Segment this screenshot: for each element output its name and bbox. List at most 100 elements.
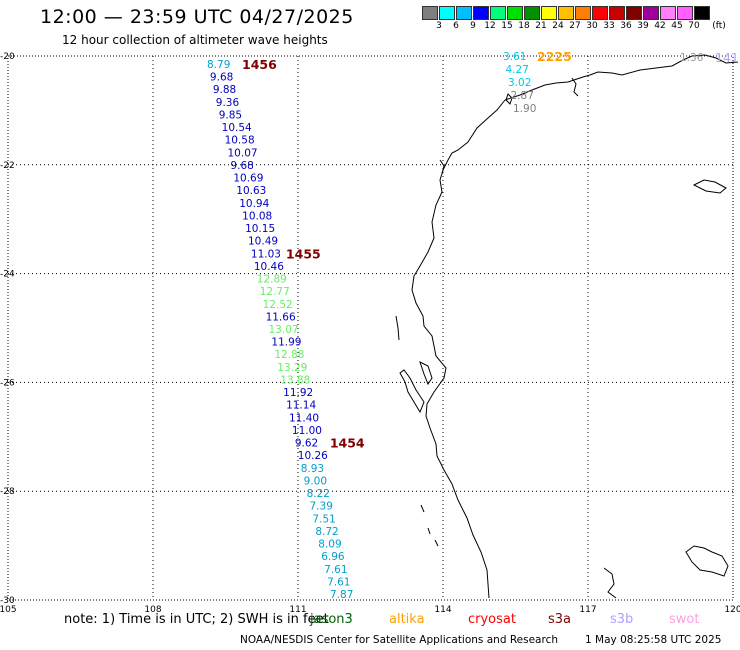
wave-height-value: 6.96: [321, 551, 345, 563]
color-swatch: [677, 6, 693, 20]
peron-peninsula: [419, 361, 433, 386]
footer-timestamp: 1 May 08:25:58 UTC 2025: [585, 634, 722, 646]
color-swatch: [439, 6, 455, 20]
wave-height-value: 11.92: [283, 387, 313, 399]
southern-coast-fragment: [603, 545, 729, 599]
color-scale-label: 3: [436, 21, 442, 31]
wave-height-value: 4.27: [506, 64, 529, 76]
wave-height-value: 1.36: [680, 52, 704, 64]
latitude-tick-label: -22: [0, 161, 15, 171]
color-scale-label: 27: [569, 21, 581, 31]
pass-time-label: 1456: [242, 57, 277, 72]
pass-time-label: 141: [715, 50, 739, 65]
latitude-tick-label: -24: [0, 270, 15, 280]
wave-height-value: 10.15: [245, 223, 275, 235]
wave-height-value: 10.07: [228, 147, 258, 159]
wave-height-value: 10.26: [298, 450, 328, 462]
wave-height-value: 10.94: [239, 198, 269, 210]
longitude-tick-label: 117: [579, 605, 596, 615]
footer-credit: NOAA/NESDIS Center for Satellite Applica…: [240, 634, 558, 646]
color-scale-label: 45: [671, 21, 683, 31]
wave-height-value: 9.85: [219, 109, 242, 121]
map-title: 12:00 — 23:59 UTC 04/27/2025: [40, 6, 354, 28]
wave-height-value: 12.89: [257, 274, 287, 286]
wave-height-value: 10.49: [248, 236, 278, 248]
color-swatch: [490, 6, 506, 20]
wave-height-value: 8.93: [301, 463, 324, 475]
longitude-tick-label: 120: [724, 605, 740, 615]
color-swatch: [558, 6, 574, 20]
note-text: note: 1) Time is in UTC; 2) SWH is in fe…: [64, 612, 329, 627]
color-swatch: [507, 6, 523, 20]
color-scale-label: 39: [637, 21, 649, 31]
pass-time-label: 1455: [286, 246, 321, 261]
satellite-label-altika: altika: [389, 612, 425, 627]
wave-height-value: 7.61: [327, 576, 350, 588]
wave-height-value: 9.36: [216, 97, 240, 109]
color-scale-label: (ft): [712, 21, 726, 31]
dirk-hartog-island: [395, 315, 400, 341]
wave-height-value: 9.62: [295, 438, 318, 450]
wave-height-value: 10.58: [225, 135, 255, 147]
longitude-tick-label: 105: [0, 605, 17, 615]
wave-height-value: 7.87: [330, 589, 353, 601]
color-swatch: [592, 6, 608, 20]
color-scale-label: 12: [484, 21, 496, 31]
satellite-label-s3b: s3b: [610, 612, 634, 627]
wave-height-value: 11.14: [286, 400, 316, 412]
wave-height-value: 3.02: [508, 77, 531, 89]
wave-height-value: 10.08: [242, 210, 272, 222]
color-scale-label: 42: [654, 21, 666, 31]
wave-height-value: 10.63: [236, 185, 266, 197]
wave-height-value: 11.99: [271, 337, 301, 349]
longitude-tick-label: 108: [144, 605, 161, 615]
map-subtitle: 12 hour collection of altimeter wave hei…: [62, 33, 328, 47]
wave-height-value: 8.72: [315, 526, 338, 538]
rowley-shoals: [692, 179, 727, 194]
shark-bay-peninsula: [399, 369, 425, 414]
pass-time-label: 1454: [330, 436, 365, 451]
color-swatch: [541, 6, 557, 20]
dampier-islands: [571, 77, 579, 97]
color-scale-label: 70: [688, 21, 700, 31]
latitude-tick-label: -30: [0, 596, 15, 606]
wave-height-value: 7.51: [312, 513, 335, 525]
wave-height-value: 11.66: [266, 311, 296, 323]
wave-height-value: 13.29: [277, 362, 307, 374]
wave-height-value: 2.87: [511, 90, 534, 102]
wave-height-value: 10.69: [233, 173, 263, 185]
wave-height-value: 11.03: [251, 248, 281, 260]
exmouth-gulf-island: [439, 159, 445, 175]
wave-height-value: 10.54: [222, 122, 252, 134]
latitude-tick-label: -20: [0, 52, 15, 62]
wave-height-value: 9.68: [210, 72, 233, 84]
wave-height-value: 8.79: [207, 59, 230, 71]
satellite-label-swot: swot: [669, 612, 700, 627]
wave-height-value: 8.09: [318, 539, 341, 551]
color-scale-label: 30: [586, 21, 598, 31]
wave-height-value: 12.52: [263, 299, 293, 311]
color-swatch: [456, 6, 472, 20]
wave-track-main: 8.799.689.889.369.8510.5410.5810.079.681…: [207, 57, 365, 601]
wave-height-value: 13.88: [280, 374, 310, 386]
latitude-tick-label: -28: [0, 487, 15, 497]
color-scale-label: 24: [552, 21, 564, 31]
color-scale-label: 15: [501, 21, 513, 31]
color-swatch: [524, 6, 540, 20]
map-frame: [7, 55, 734, 601]
wave-height-value: 10.46: [254, 261, 284, 273]
wave-track-corner: 1.36 141: [680, 50, 739, 65]
wave-height-value: 11.40: [289, 412, 319, 424]
color-scale-label: 21: [535, 21, 547, 31]
barrow-island: [505, 93, 513, 105]
wave-height-value: 7.61: [324, 564, 347, 576]
latitude-tick-label: -26: [0, 378, 15, 388]
australia-coastline: [411, 54, 739, 599]
coastline: [395, 54, 739, 599]
pass-time-label: 2225: [537, 49, 572, 64]
color-swatch: [575, 6, 591, 20]
wave-height-value: 1.90: [513, 103, 536, 115]
wave-height-value: 3.61: [503, 51, 526, 63]
abrolhos-islands: [420, 504, 439, 547]
